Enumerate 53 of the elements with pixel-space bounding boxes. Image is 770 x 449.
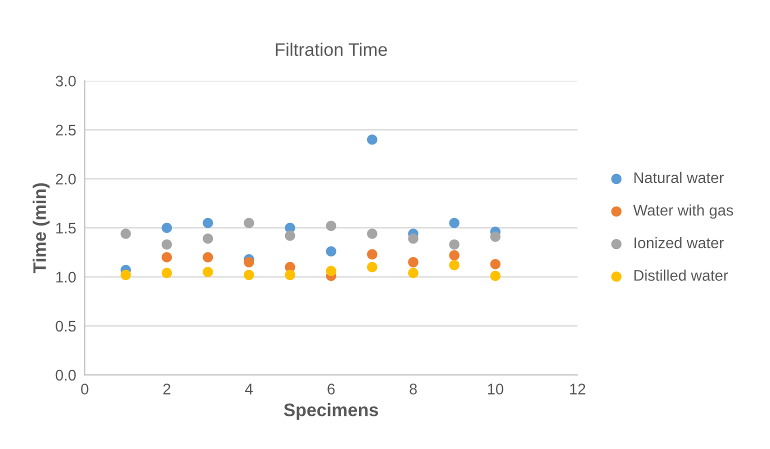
point (244, 257, 254, 268)
point (162, 268, 172, 278)
point (162, 222, 172, 234)
point (284, 230, 296, 241)
legend-label: Ionized water (634, 237, 724, 248)
x-tick-label: 2 (163, 384, 170, 394)
y-tick-label: 0.5 (56, 320, 76, 332)
y-tick-label: 3.0 (56, 76, 76, 87)
y-axis-title: Time (min) (32, 183, 50, 274)
point (120, 228, 131, 239)
y-tick-label: 0.0 (56, 370, 76, 381)
point (408, 268, 418, 278)
point (449, 250, 460, 260)
point (367, 262, 378, 272)
point (162, 239, 172, 250)
point (202, 266, 214, 278)
y-tick-label: 1.5 (56, 222, 76, 234)
point (449, 260, 460, 270)
y-tick-label: 1.0 (56, 272, 76, 283)
x-tick-label: 12 (570, 384, 586, 394)
point (284, 270, 296, 280)
point (326, 246, 336, 257)
point (244, 218, 254, 228)
legend-label: Natural water (634, 172, 724, 184)
point (449, 218, 460, 228)
x-tick-label: 4 (245, 384, 253, 394)
point (367, 249, 378, 260)
x-tick-label: 10 (488, 384, 504, 394)
point (408, 234, 418, 244)
x-axis-title: Specimens (284, 403, 378, 420)
point (449, 239, 460, 250)
x-tick-label: 6 (328, 384, 335, 394)
point (326, 266, 336, 276)
point (490, 270, 501, 282)
point (408, 257, 418, 268)
point (162, 252, 172, 262)
point (326, 220, 336, 232)
point (202, 218, 214, 228)
chart-title: Filtration Time (276, 42, 387, 56)
legend-label: Distilled water (634, 270, 728, 281)
x-tick-label: 8 (410, 384, 417, 394)
point (244, 270, 254, 280)
point (202, 252, 214, 262)
x-tick-label: 0 (81, 384, 88, 394)
y-tick-label: 2.0 (56, 174, 76, 185)
point (490, 232, 501, 242)
point (490, 258, 501, 270)
point (367, 134, 378, 145)
point (367, 228, 378, 239)
point (120, 270, 131, 280)
legend-label: Water with gas (633, 204, 734, 219)
y-tick-label: 2.5 (56, 124, 76, 136)
point (202, 234, 214, 244)
